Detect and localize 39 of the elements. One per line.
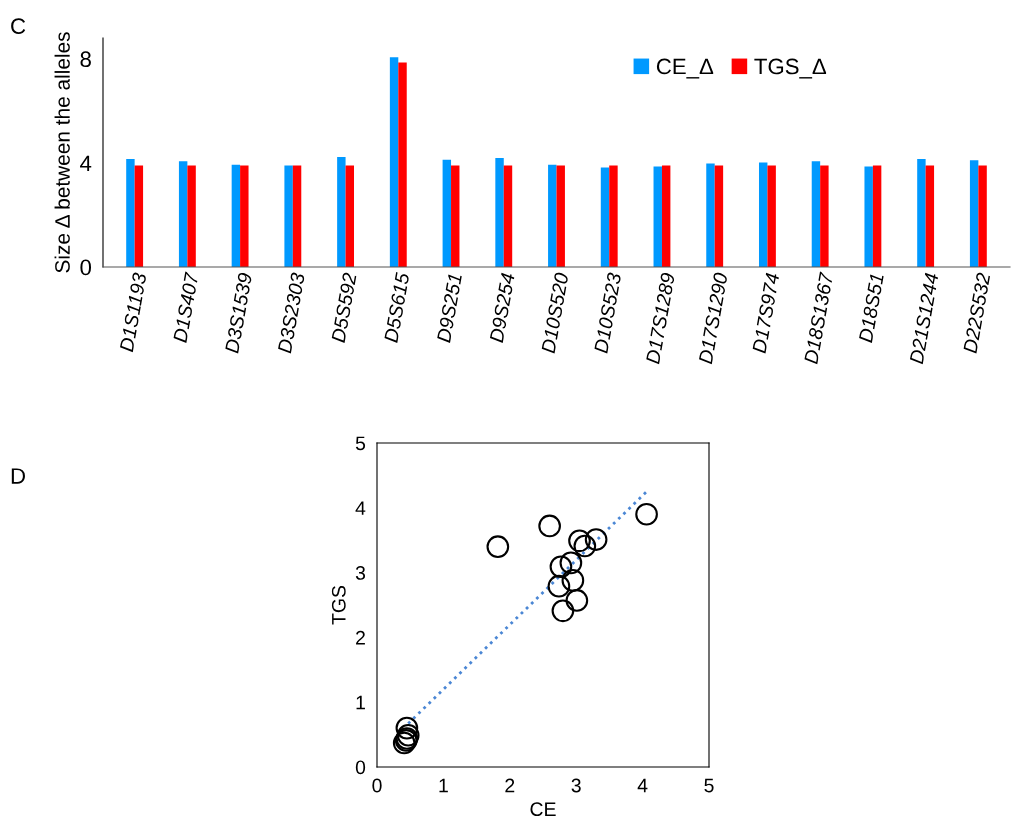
x-tick-label: D1S1193: [119, 272, 147, 353]
x-tick-label: D9S254: [489, 272, 515, 343]
y-tick-label: 1: [356, 695, 365, 710]
x-tick-label: D18S1367: [803, 271, 834, 365]
y-tick-label: 0: [355, 760, 366, 775]
y-tick-label: 3: [355, 566, 366, 580]
x-tick-label: D3S1539: [224, 272, 253, 354]
x-tick-label: D5S592: [331, 272, 357, 343]
text: D: [11, 468, 25, 484]
x-tick-label: D21S1244: [909, 272, 939, 365]
y-axis-title: Size Δ between the alleles: [54, 32, 70, 273]
x-axis-title: CE: [530, 802, 556, 817]
x-tick-label: 0: [372, 778, 382, 793]
legend-label: TGS_Δ: [754, 58, 827, 79]
x-tick-label: D10S520: [541, 272, 569, 354]
y-tick-label: 4: [80, 155, 92, 171]
y-tick-label: 4: [355, 501, 366, 515]
y-tick-label: 5: [355, 436, 366, 451]
y-tick-label: 8: [80, 51, 91, 68]
y-tick-label: 0: [80, 259, 92, 276]
x-tick-label: D3S2303: [277, 272, 305, 354]
x-tick-label: D18S51: [858, 273, 884, 343]
x-tick-label: D17S974: [752, 272, 780, 354]
x-tick-label: D22S532: [963, 272, 991, 354]
x-tick-label: 3: [571, 778, 581, 793]
x-tick-label: 4: [637, 778, 648, 793]
x-tick-label: D1S407: [172, 271, 199, 343]
y-tick-label: 2: [356, 630, 365, 645]
x-tick-label: D17S1289: [645, 272, 676, 365]
x-tick-label: D10S523: [593, 272, 622, 354]
text: C: [11, 18, 26, 34]
x-tick-label: D5S615: [383, 271, 410, 343]
x-tick-label: D17S1290: [698, 272, 728, 365]
x-tick-label: 2: [505, 778, 515, 793]
legend-label: CE_Δ: [656, 58, 714, 79]
x-tick-label: 5: [704, 778, 714, 793]
x-tick-label: D9S251: [436, 273, 462, 343]
y-axis-title: TGS: [331, 585, 346, 625]
x-tick-label: 1: [439, 778, 448, 793]
